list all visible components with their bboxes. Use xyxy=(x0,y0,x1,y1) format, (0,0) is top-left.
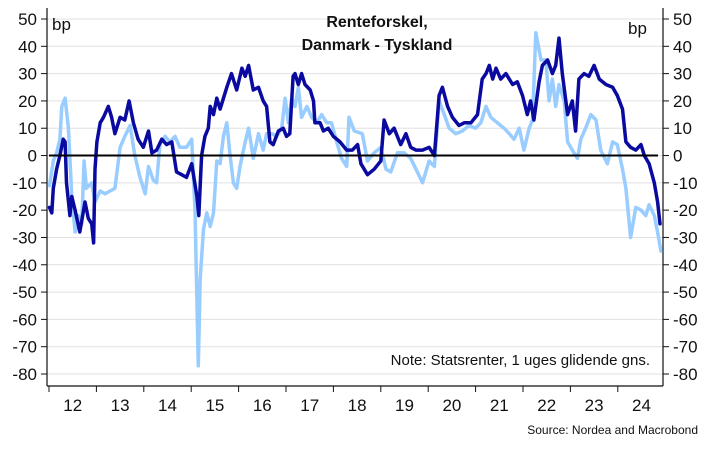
y-tick-label-right: -10 xyxy=(673,174,698,193)
y-tick-label-right: -30 xyxy=(673,228,698,247)
chart-note: Note: Statsrenter, 1 uges glidende gns. xyxy=(391,352,650,369)
y-tick-label-right: 30 xyxy=(673,65,692,84)
y-axis-label-left: bp xyxy=(52,15,71,34)
x-tick-label: 13 xyxy=(111,396,130,415)
y-tick-label-left: 20 xyxy=(18,92,37,111)
chart-subtitle: Danmark - Tyskland xyxy=(302,37,453,54)
y-tick-label-left: 30 xyxy=(18,65,37,84)
x-axis-ticks: 12 13 14 15 16 17 18 19 20 21 22 23 24 xyxy=(48,386,651,415)
y-tick-label-left: 50 xyxy=(18,10,37,29)
x-tick-label: 19 xyxy=(395,396,414,415)
y-axis-ticks: 50 50 40 40 30 30 20 20 10 10 0 0 -10 -10 -20 -20 -30 -30… xyxy=(12,10,697,384)
y-tick-label-right: -70 xyxy=(673,338,698,357)
y-tick-label-right: 50 xyxy=(673,10,692,29)
x-tick-label: 15 xyxy=(205,396,224,415)
x-tick-label: 21 xyxy=(490,396,509,415)
gridlines xyxy=(47,18,663,375)
y-tick-label-left: -70 xyxy=(12,338,37,357)
x-tick-label: 23 xyxy=(585,396,604,415)
x-tick-label: 17 xyxy=(300,396,319,415)
series-line-light xyxy=(47,30,663,368)
x-tick-label: 12 xyxy=(63,396,82,415)
x-tick-label: 16 xyxy=(253,396,272,415)
y-tick-label-left: -50 xyxy=(12,283,37,302)
y-tick-label-right: -20 xyxy=(673,201,698,220)
y-tick-label-right: 40 xyxy=(673,37,692,56)
y-tick-label-right: -60 xyxy=(673,310,698,329)
series-lines xyxy=(47,30,663,368)
y-tick-label-right: 10 xyxy=(673,119,692,138)
y-tick-label-right: -80 xyxy=(673,365,698,384)
y-tick-label-left: -40 xyxy=(12,256,37,275)
y-tick-label-left: -80 xyxy=(12,365,37,384)
y-tick-label-left: -10 xyxy=(12,174,37,193)
x-tick-label: 22 xyxy=(537,396,556,415)
chart-title: Renteforskel, xyxy=(326,14,427,31)
y-tick-label-right: -50 xyxy=(673,283,698,302)
y-tick-label-left: 40 xyxy=(18,37,37,56)
x-tick-label: 24 xyxy=(632,396,651,415)
x-tick-label: 20 xyxy=(442,396,461,415)
x-tick-label: 18 xyxy=(348,396,367,415)
source-text: Source: Nordea and Macrobond xyxy=(527,423,698,437)
y-tick-label-left: 0 xyxy=(28,147,37,166)
y-tick-label-left: -20 xyxy=(12,201,37,220)
x-tick-label: 14 xyxy=(158,396,177,415)
y-tick-label-left: -60 xyxy=(12,310,37,329)
y-tick-label-left: 10 xyxy=(18,119,37,138)
series-line-dark xyxy=(47,36,662,245)
y-tick-label-right: 20 xyxy=(673,92,692,111)
y-axis-label-right: bp xyxy=(628,19,647,38)
y-tick-label-right: -40 xyxy=(673,256,698,275)
y-tick-label-left: -30 xyxy=(12,228,37,247)
y-tick-label-right: 0 xyxy=(673,147,682,166)
